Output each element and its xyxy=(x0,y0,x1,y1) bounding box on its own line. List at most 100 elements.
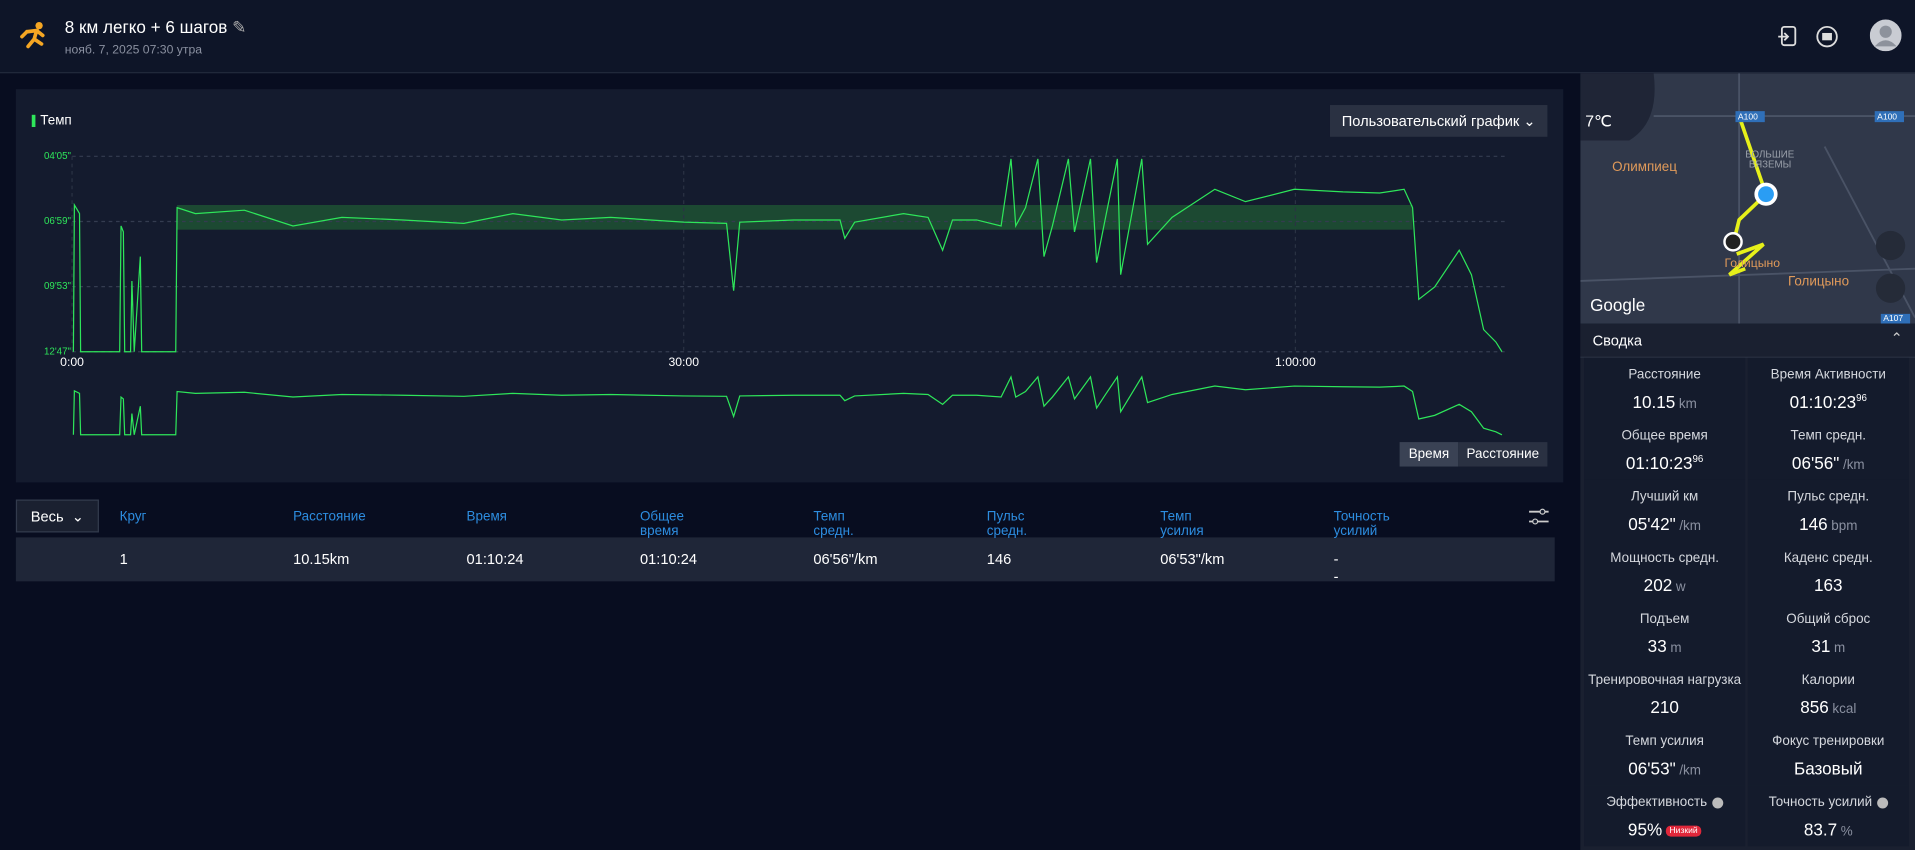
chart-panel xyxy=(15,89,1564,483)
activity-icon xyxy=(20,21,45,49)
lap-cell: 146 xyxy=(986,550,1012,568)
activity-date: нояб. 7, 2025 07:30 утра xyxy=(64,43,203,58)
item-label: Каденс средн. xyxy=(1748,551,1909,566)
pace-chart: Темп 04'05" 06'59" 09'53" 12'47"0:00 30:00 1:… xyxy=(31,112,1508,436)
item-value: 06'56"/km xyxy=(1748,453,1909,473)
value-unit: m xyxy=(1670,641,1682,656)
custom-chart-button[interactable]: Пользовательский график ⌄ xyxy=(1329,105,1548,137)
place-label: ВЯЗЕМЫ xyxy=(1749,159,1791,170)
lap-filter[interactable]: Весь ⌄ xyxy=(15,499,99,533)
map-brand: Google xyxy=(1590,296,1645,315)
label-text: Общий сброс xyxy=(1786,611,1871,627)
value-sup: 96 xyxy=(1692,453,1704,465)
lap-cell: 06'53"/km xyxy=(1160,550,1225,568)
item-value: 01:10:2396 xyxy=(1584,453,1745,473)
summary-item: Пульс средн. 146 bpm xyxy=(1747,479,1909,542)
table-settings[interactable] xyxy=(1528,507,1550,527)
value-text: 210 xyxy=(1650,697,1679,717)
value-text: 05'42" xyxy=(1628,514,1676,534)
value-text: 31 xyxy=(1811,636,1831,656)
print-button[interactable] xyxy=(1815,24,1839,48)
item-value: 210 xyxy=(1584,697,1745,717)
value-text: 06'53" xyxy=(1628,758,1676,778)
place-label: Голицыно xyxy=(1724,256,1780,270)
layers-button[interactable] xyxy=(1875,273,1906,303)
summary-item: Расстояние 10.15 km xyxy=(1584,357,1746,419)
summary-item: Темп средн. 06'56"/km xyxy=(1747,418,1909,480)
pace-line xyxy=(72,158,1503,353)
item-value: 95% Низкий xyxy=(1584,819,1745,839)
target-zone xyxy=(177,204,1413,230)
item-label: Фокус тренировки xyxy=(1748,734,1909,749)
x-tick-label: 0:00 xyxy=(60,355,84,369)
export-button[interactable] xyxy=(1777,24,1801,48)
column-header: Круг xyxy=(119,509,147,524)
fullscreen-button[interactable] xyxy=(1875,230,1906,261)
button-text: Пользовательский график xyxy=(1341,112,1520,130)
value-unit: km xyxy=(1678,396,1697,412)
summary-item: Калории 856 kcal xyxy=(1747,663,1909,725)
column-header: Темп усилия xyxy=(1160,509,1204,539)
lap-row-bg xyxy=(15,537,1555,582)
column-header: Время xyxy=(466,509,507,524)
value-text: 01:10:23 xyxy=(1789,392,1857,412)
value-text: 01:10:23 xyxy=(1625,453,1693,473)
value-text: Базовый xyxy=(1793,758,1863,778)
summary-item: Общий сброс 31 m xyxy=(1747,602,1909,664)
info-icon[interactable] xyxy=(1711,797,1723,809)
value-unit: kcal xyxy=(1832,702,1857,717)
item-label: Лучший км xyxy=(1584,490,1745,505)
value-unit: w xyxy=(1675,580,1686,595)
item-value: 01:10:2396 xyxy=(1748,392,1909,412)
temperature: 7℃ xyxy=(1585,113,1612,130)
label-text: Точность усилий xyxy=(1768,795,1873,810)
avatar[interactable] xyxy=(1869,19,1902,52)
item-value: 10.15 km xyxy=(1584,392,1745,412)
item-label: Темп усилия xyxy=(1584,734,1745,749)
collapse-icon[interactable]: ⌃ xyxy=(1890,329,1903,347)
value-unit: /km xyxy=(1679,763,1701,778)
item-label: Подъем xyxy=(1584,612,1745,627)
edit-icon[interactable]: ✎ xyxy=(232,17,247,37)
distance-toggle[interactable]: Расстояние xyxy=(1458,442,1548,467)
summary-title: Сводка xyxy=(1592,332,1643,350)
item-value: 146 bpm xyxy=(1748,514,1909,534)
activity-title: 8 км легко + 6 шагов ✎ xyxy=(65,17,247,38)
item-label: Время Активности xyxy=(1748,368,1909,383)
item-label: Темп средн. xyxy=(1748,429,1909,444)
value-text: 202 xyxy=(1643,575,1673,595)
label-text: Темп средн. xyxy=(1790,428,1867,444)
lap-cell: -- xyxy=(1333,550,1339,586)
label-text: Пульс средн. xyxy=(1787,489,1870,505)
side-panel: 7℃ Олимпиец БОЛЬШИЕ ВЯЗЕМЫ Голицыно Голи… xyxy=(1580,73,1915,850)
item-label: Тренировочная нагрузка xyxy=(1584,673,1745,688)
time-toggle[interactable]: Время xyxy=(1399,442,1459,467)
column-header: Общее время xyxy=(639,509,684,539)
value-unit: /km xyxy=(1679,519,1701,534)
item-label: Пульс средн. xyxy=(1748,490,1909,505)
summary-item: Лучший км 05'42"/km xyxy=(1584,479,1746,542)
value-text: 95% xyxy=(1627,819,1663,840)
value-text: 163 xyxy=(1814,575,1843,595)
value-text: 33 xyxy=(1647,636,1667,656)
title-text: 8 км легко + 6 шагов xyxy=(64,17,228,37)
summary-header[interactable]: Сводка ⌃ xyxy=(1580,323,1915,358)
header: 8 км легко + 6 шагов ✎ нояб. 7, 2025 07:… xyxy=(0,0,1915,74)
lap-cell: 01:10:24 xyxy=(639,550,698,568)
info-icon[interactable] xyxy=(1876,797,1888,809)
label-text: Эффективность xyxy=(1606,795,1708,810)
lap-cell: 06'56"/km xyxy=(813,550,878,568)
summary-item: Каденс средн. 163 xyxy=(1747,541,1909,603)
item-value: 05'42"/km xyxy=(1584,514,1745,534)
item-value: 163 xyxy=(1748,575,1909,595)
summary-grid: Расстояние 10.15 km Время Активности 01:10:2… xyxy=(1580,357,1915,850)
label-text: Время Активности xyxy=(1770,367,1886,383)
road-label: A107 xyxy=(1883,313,1903,323)
y-tick-label: 12'47" xyxy=(44,346,72,357)
column-header: Точность усилий xyxy=(1333,509,1390,539)
item-value: 33 m xyxy=(1584,636,1745,656)
summary-item: Фокус тренировки Базовый xyxy=(1747,724,1909,786)
label-text: Темп усилия xyxy=(1625,734,1704,749)
